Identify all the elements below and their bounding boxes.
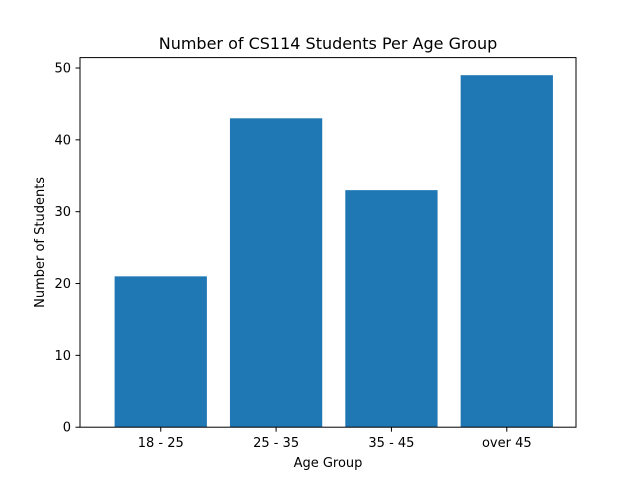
bar-1: [229, 118, 323, 428]
y-tick-label-1: 10: [54, 349, 71, 364]
x-tick-label-0: 18 - 25: [138, 436, 184, 451]
bars-group: [114, 75, 553, 428]
x-tick-label-3: over 45: [482, 436, 532, 451]
x-axis-label: Age Group: [294, 456, 363, 471]
x-axis-ticks: 18 - 25 25 - 35 35 - 45 over 45: [138, 427, 532, 451]
y-tick-label-0: 0: [63, 421, 71, 436]
x-tick-label-2: 35 - 45: [368, 436, 414, 451]
y-tick-label-3: 30: [54, 205, 71, 220]
y-tick-label-4: 40: [54, 133, 71, 148]
plot-frame: [79, 57, 577, 428]
y-axis-label: Number of Students: [33, 177, 48, 308]
y-tick-label-5: 50: [54, 62, 71, 77]
bar-2: [345, 190, 438, 428]
chart-title: Number of CS114 Students Per Age Group: [159, 34, 498, 53]
y-axis-ticks: 0 10 20 30 40 50: [54, 62, 80, 436]
bar-3: [460, 75, 553, 428]
x-tick-label-1: 25 - 35: [253, 436, 299, 451]
bar-0: [114, 276, 207, 428]
y-tick-label-2: 20: [54, 277, 71, 292]
